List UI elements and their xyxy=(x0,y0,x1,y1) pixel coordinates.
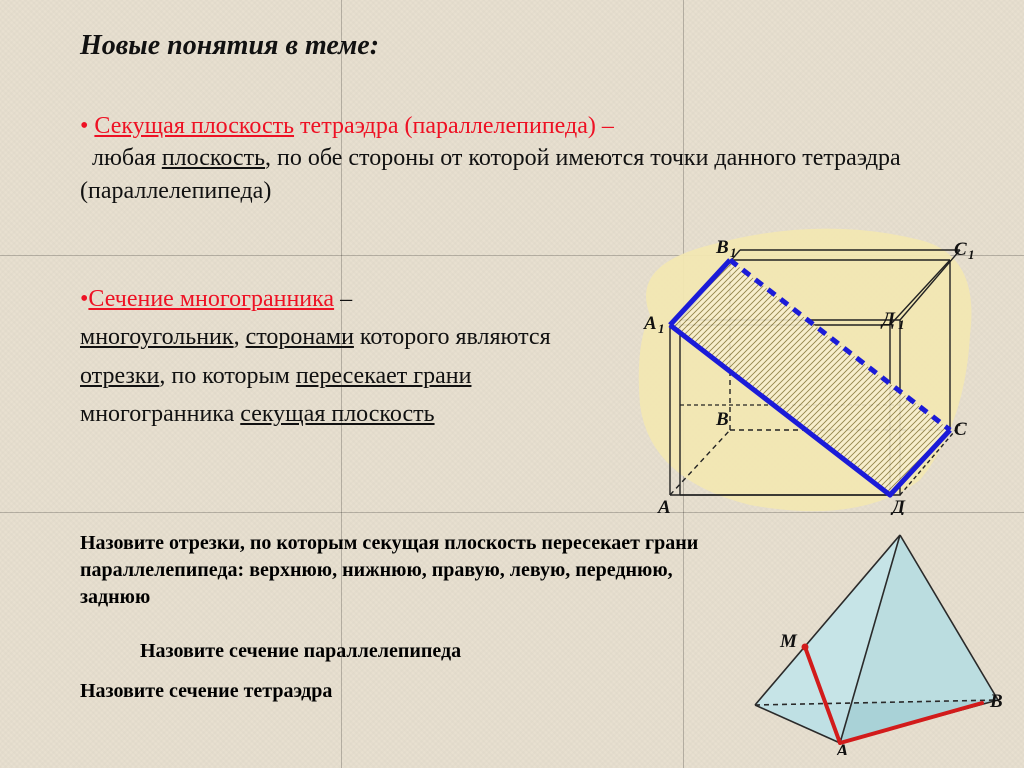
svg-text:Д: Д xyxy=(880,309,896,330)
svg-text:В: В xyxy=(715,237,729,258)
svg-text:А: А xyxy=(643,313,657,334)
def1-body1: любая xyxy=(92,145,162,171)
svg-text:1: 1 xyxy=(898,317,905,332)
def2-w3: отрезки xyxy=(80,363,159,389)
definition-secant-plane: •Секущая плоскость тетраэдра (параллелеп… xyxy=(80,110,960,207)
svg-text:А: А xyxy=(835,741,849,755)
def2-w4: пересекает грани xyxy=(296,363,472,389)
parallelepiped-diagram: А Д В С А1 Д1 В1 С1 xyxy=(620,225,980,515)
svg-text:А: А xyxy=(657,497,671,515)
term-secant-plane: Секущая плоскость xyxy=(94,113,294,139)
def2-mid2: , по которым xyxy=(159,363,295,389)
def2-mid3: многогранника xyxy=(80,401,240,427)
svg-text:1: 1 xyxy=(658,321,665,336)
svg-text:С: С xyxy=(954,419,967,440)
slide-title: Новые понятия в теме: xyxy=(80,30,379,62)
def1-plane: плоскость xyxy=(162,145,265,171)
def2-dash: – xyxy=(334,286,352,312)
svg-text:М: М xyxy=(779,631,798,652)
task-question: Назовите отрезки, по которым секущая пло… xyxy=(80,530,700,611)
tetrahedron-diagram: М В А xyxy=(720,525,1010,755)
task-tetrahedron: Назовите сечение тетраэдра xyxy=(80,680,332,703)
def2-w2: сторонами xyxy=(246,324,354,350)
svg-text:С: С xyxy=(954,239,967,260)
svg-text:Д: Д xyxy=(890,497,906,515)
svg-text:В: В xyxy=(715,409,729,430)
def2-w1: многоугольник xyxy=(80,324,234,350)
svg-text:1: 1 xyxy=(730,245,737,260)
definition-section: •Сечение многогранника – многоугольник, … xyxy=(80,280,600,434)
svg-text:1: 1 xyxy=(968,247,975,262)
term-section: Сечение многогранника xyxy=(88,286,334,312)
def2-mid1: которого являются xyxy=(354,324,551,350)
task-parallelepiped: Назовите сечение параллелепипеда xyxy=(140,640,461,663)
def2-w5: секущая плоскость xyxy=(240,401,434,427)
svg-text:В: В xyxy=(989,691,1003,712)
term-tail: тетраэдра (параллелепипеда) – xyxy=(294,113,614,139)
